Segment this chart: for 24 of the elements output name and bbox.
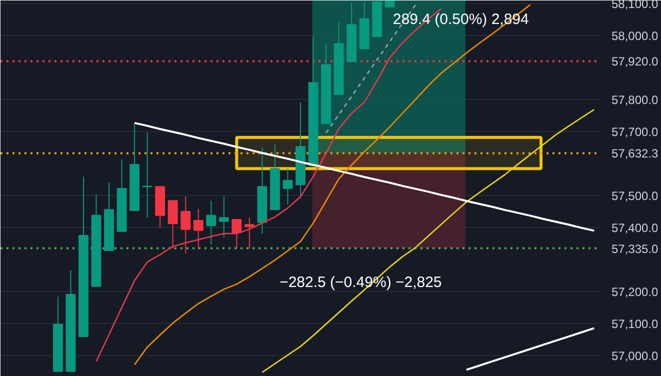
candlestick: [193, 208, 204, 250]
line-series: [262, 108, 595, 374]
y-tick-label: 58,000.0: [612, 29, 659, 44]
y-tick-label: 57,800.0: [612, 93, 659, 108]
candlestick: [232, 219, 242, 250]
y-tick-label: 57,500.0: [612, 189, 659, 204]
ref-line-label: 57,920.0: [612, 54, 659, 69]
line-series: [465, 327, 596, 371]
candlestick: [282, 168, 293, 205]
y-tick-label: 57,000.0: [612, 348, 659, 363]
line-series: [134, 4, 531, 366]
y-tick-label: 57,400.0: [612, 221, 659, 236]
candlestick: [206, 200, 216, 245]
y-tick-label: 57,700.0: [612, 125, 659, 140]
y-tick-label: 58,100.0: [612, 0, 659, 12]
ref-line-label: 57,632.3: [612, 146, 659, 161]
candlestick: [180, 196, 191, 254]
ref-line-label: 57,335.0: [612, 242, 659, 256]
candlestick: [218, 196, 229, 238]
y-tick-label: 57,200.0: [612, 284, 659, 299]
y-tick-label: 57,100.0: [612, 316, 659, 331]
line-series: [134, 122, 596, 232]
candlestick: [244, 217, 254, 250]
candlestick: [168, 200, 178, 250]
